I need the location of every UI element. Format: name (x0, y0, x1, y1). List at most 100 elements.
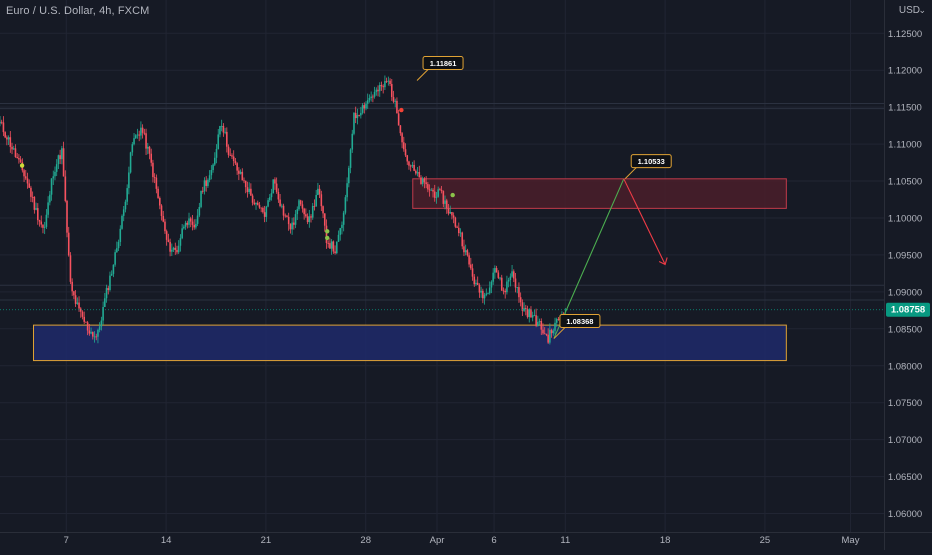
candle-body (433, 191, 436, 198)
y-tick-label: 1.10000 (888, 213, 922, 224)
candle-body (236, 163, 238, 171)
x-tick-label: 7 (64, 535, 69, 546)
candle-body (104, 298, 106, 307)
candle-body (356, 115, 359, 119)
candle-body (59, 155, 61, 160)
candle-body (342, 212, 345, 225)
candle-body (184, 222, 187, 227)
candle-body (227, 146, 230, 155)
candle-body (258, 204, 261, 208)
candle-body (473, 276, 476, 285)
candle-body (186, 222, 189, 225)
candle-body (30, 187, 32, 197)
candle-body (100, 320, 103, 327)
candle-body (140, 127, 142, 136)
candle-body (502, 290, 505, 292)
candle-body (152, 162, 154, 178)
candle-body (102, 306, 104, 321)
candle-body (485, 293, 488, 295)
candle-body (500, 277, 503, 291)
candle-body (528, 309, 531, 318)
candle-body (24, 176, 27, 179)
candle-body (420, 177, 422, 184)
arrow-head (658, 257, 668, 266)
candle-body (73, 291, 75, 296)
candle-body (177, 245, 180, 253)
candle-body (191, 221, 194, 225)
candle-body (360, 112, 362, 116)
candle-body (157, 188, 159, 198)
candle-body (260, 207, 262, 209)
callout-leader (416, 69, 429, 81)
candle-body (2, 122, 5, 133)
candle-body (215, 148, 218, 158)
candle-body (512, 271, 515, 279)
candle-body (456, 226, 458, 228)
candle-body (296, 209, 299, 215)
candle-body (461, 232, 464, 247)
candle-body (222, 125, 225, 133)
candle-body (55, 164, 58, 172)
chevron-down-icon[interactable]: ⌄ (918, 5, 926, 15)
candle-body (253, 202, 256, 205)
candle-body (363, 105, 366, 109)
candle-body (42, 224, 44, 228)
candle-body (246, 187, 249, 193)
candle-body (466, 250, 469, 256)
x-tick-label: 6 (491, 535, 496, 546)
candle-body (165, 231, 168, 240)
candle-body (183, 226, 185, 229)
y-tick-label: 1.09000 (888, 287, 922, 298)
candle-body (457, 227, 460, 234)
candle-body (334, 251, 336, 254)
candle-body (28, 183, 31, 188)
candle-body (339, 228, 342, 235)
candle-body (6, 137, 8, 140)
candle-body (373, 91, 376, 97)
y-tick-label: 1.07000 (888, 435, 922, 446)
candle-body (86, 322, 89, 331)
candle-body (248, 188, 250, 193)
candle-body (171, 249, 173, 252)
candle-body (459, 232, 462, 234)
candle-body (122, 209, 125, 216)
candle-body (71, 281, 73, 292)
candle-body (196, 215, 199, 224)
candle-body (504, 290, 506, 293)
candle-body (116, 248, 118, 253)
candle-body (408, 161, 410, 166)
candle-body (16, 157, 18, 159)
currency-label[interactable]: USD (898, 5, 920, 16)
candle-body (353, 112, 355, 134)
candle-body (7, 137, 10, 140)
candle-body (88, 330, 91, 334)
candle-body (306, 216, 309, 223)
candle-body (521, 302, 524, 311)
candle-body (389, 80, 391, 85)
candle-body (463, 246, 465, 253)
candle-body (200, 190, 202, 207)
candle-body (487, 293, 489, 295)
candle-body (79, 308, 82, 312)
candle-body (66, 200, 68, 233)
candle-body (193, 224, 195, 228)
candle-body (26, 178, 29, 184)
candle-body (272, 179, 275, 194)
candle-body (322, 206, 324, 214)
candle-body (535, 315, 537, 326)
candle-body (349, 149, 352, 168)
candle-body (219, 125, 221, 135)
candle-body (19, 159, 22, 163)
candle-body (427, 184, 429, 190)
candle-body (93, 336, 96, 338)
candle-body (117, 241, 120, 249)
candle-body (128, 172, 130, 189)
candle-body (351, 133, 354, 150)
y-tick-label: 1.06000 (888, 509, 922, 520)
candle-body (105, 288, 108, 299)
candle-body (523, 308, 525, 311)
candle-body (198, 206, 201, 216)
candle-body (155, 177, 158, 189)
